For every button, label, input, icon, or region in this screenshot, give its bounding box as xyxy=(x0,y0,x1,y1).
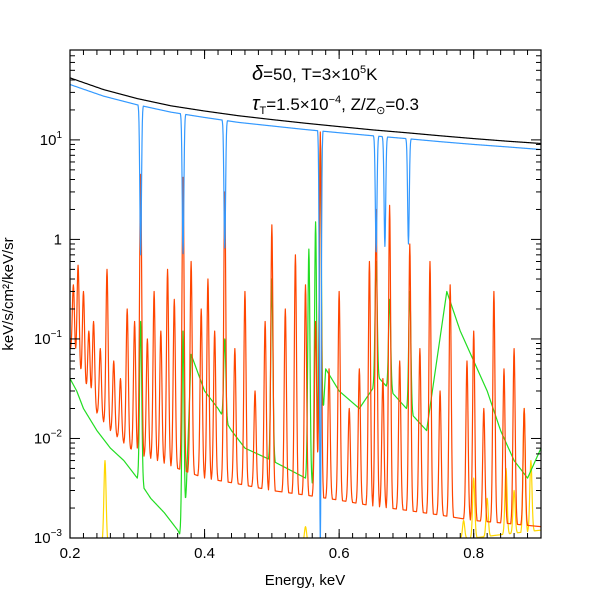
annotation-line-1: δ=50, T=3×105K xyxy=(252,63,378,85)
series-line-3 xyxy=(70,139,541,535)
delta-symbol: δ xyxy=(252,63,264,85)
series-line-4 xyxy=(101,407,541,538)
y-axis-title: keV/s/cm²/keV/sr xyxy=(0,237,17,350)
series-line-2 xyxy=(70,131,541,528)
tau-exponent: −4 xyxy=(329,94,342,106)
y-tick-base: 10 xyxy=(40,132,57,149)
series-layer xyxy=(70,77,541,538)
y-tick-label: 10−1 xyxy=(34,329,63,348)
annotation-line-2: τT=1.5×10−4, Z/Z⊙=0.3 xyxy=(252,93,419,117)
tau-subscript: T xyxy=(259,105,266,117)
tau-symbol: τ xyxy=(252,93,261,115)
y-tick-exponent: 1 xyxy=(56,130,62,141)
tau-value: =1.5×10 xyxy=(266,95,328,114)
y-tick-label: 10−2 xyxy=(34,428,63,447)
y-tick-base: 10 xyxy=(34,530,51,547)
metallicity-value: =0.3 xyxy=(385,95,419,114)
y-tick-label: 101 xyxy=(40,130,63,149)
x-tick-label: 0.8 xyxy=(463,545,484,562)
y-tick-base: 1 xyxy=(54,231,62,248)
x-tick-label: 0.4 xyxy=(194,545,215,562)
x-tick-label: 0.2 xyxy=(60,545,81,562)
delta-value: =50, T=3×10 xyxy=(263,65,360,84)
x-axis-title: Energy, keV xyxy=(265,572,346,589)
metallicity-text: , Z/Z xyxy=(341,95,376,114)
x-tick-label: 0.6 xyxy=(329,545,350,562)
series-line-1 xyxy=(70,83,541,538)
y-tick-exponent: −1 xyxy=(51,329,63,340)
series-line-0 xyxy=(70,77,541,145)
y-tick-exponent: −2 xyxy=(51,428,63,439)
y-tick-base: 10 xyxy=(34,430,51,447)
y-tick-label: 10−3 xyxy=(34,528,63,547)
y-tick-label: 1 xyxy=(54,231,62,248)
temperature-unit: K xyxy=(366,65,378,84)
solar-subscript: ⊙ xyxy=(376,105,385,117)
temperature-exponent: 5 xyxy=(360,64,366,76)
y-tick-base: 10 xyxy=(34,331,51,348)
y-tick-exponent: −3 xyxy=(51,528,63,539)
plot-frame xyxy=(69,49,542,539)
